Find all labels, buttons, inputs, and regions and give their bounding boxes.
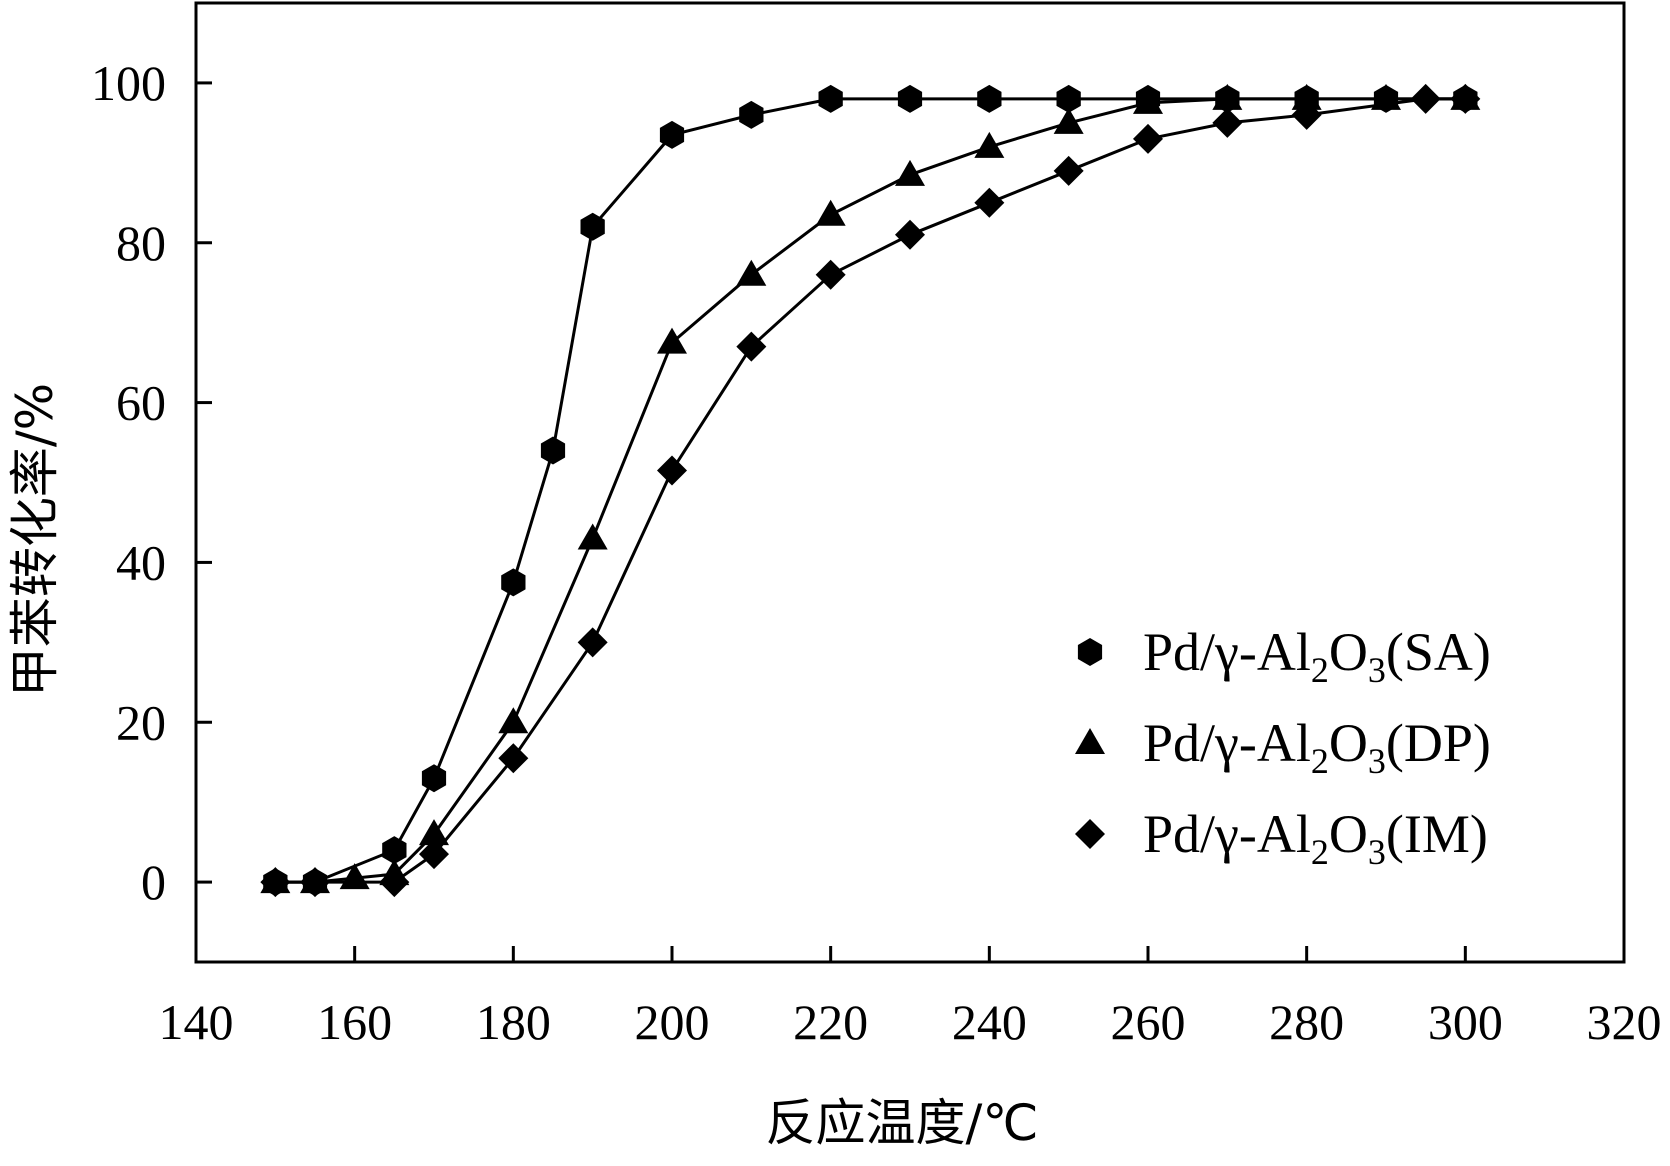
data-point bbox=[1133, 123, 1163, 154]
data-point bbox=[974, 131, 1005, 158]
data-point bbox=[736, 259, 767, 286]
x-tick-label: 200 bbox=[635, 994, 710, 1050]
y-tick-label: 40 bbox=[116, 534, 166, 590]
series-layer bbox=[260, 83, 1481, 898]
y-tick-label: 0 bbox=[141, 854, 166, 910]
data-point bbox=[1133, 87, 1163, 114]
data-point bbox=[1410, 83, 1441, 114]
legend-subscript: 3 bbox=[1368, 832, 1386, 872]
data-point bbox=[498, 743, 529, 774]
data-point bbox=[1212, 107, 1243, 138]
legend-marker bbox=[1075, 819, 1105, 849]
y-tick-label: 20 bbox=[116, 694, 166, 750]
data-point bbox=[977, 84, 1002, 113]
legend-item: Pd/γ-Al2O3(DP) bbox=[1075, 713, 1491, 781]
legend-item: Pd/γ-Al2O3(SA) bbox=[1077, 622, 1491, 690]
legend-subscript: 2 bbox=[1311, 741, 1329, 781]
x-tick-label: 320 bbox=[1587, 994, 1662, 1050]
data-point bbox=[498, 707, 529, 734]
plot-frame bbox=[194, 1, 1626, 964]
data-point bbox=[1053, 107, 1084, 134]
data-point bbox=[577, 627, 608, 658]
x-tick-label: 140 bbox=[159, 994, 234, 1050]
data-point bbox=[1056, 84, 1081, 113]
data-point bbox=[580, 212, 605, 241]
legend-text-part: (SA) bbox=[1386, 622, 1491, 682]
x-axis: 140 160 180 200 220 240 260 280 300 320 bbox=[159, 946, 1662, 1050]
data-point bbox=[1291, 99, 1322, 130]
data-point bbox=[974, 187, 1005, 218]
data-point bbox=[501, 568, 526, 597]
y-axis: 0 20 40 60 80 100 bbox=[91, 55, 212, 910]
data-point bbox=[421, 764, 447, 793]
data-point bbox=[1450, 83, 1481, 114]
data-point bbox=[739, 100, 764, 129]
legend-text-part: O bbox=[1329, 622, 1368, 682]
legend-item: Pd/γ-Al2O3(IM) bbox=[1075, 804, 1488, 872]
data-point bbox=[577, 523, 608, 550]
data-point bbox=[818, 84, 843, 113]
data-point bbox=[419, 819, 449, 846]
legend-text-part: O bbox=[1329, 804, 1368, 864]
data-point bbox=[895, 219, 925, 250]
legend-text-part: Pd/γ-Al bbox=[1143, 622, 1311, 682]
x-tick-label: 280 bbox=[1269, 994, 1344, 1050]
data-point bbox=[540, 436, 566, 465]
legend: Pd/γ-Al2O3(SA)Pd/γ-Al2O3(DP)Pd/γ-Al2O3(I… bbox=[1075, 622, 1491, 872]
data-point bbox=[897, 84, 923, 113]
legend-text-part: O bbox=[1329, 713, 1368, 773]
data-point bbox=[895, 159, 925, 186]
series-hexagon bbox=[263, 84, 1478, 897]
data-point bbox=[260, 867, 291, 898]
legend-subscript: 3 bbox=[1368, 741, 1386, 781]
legend-label: Pd/γ-Al2O3(IM) bbox=[1143, 804, 1488, 872]
x-tick-label: 180 bbox=[476, 994, 551, 1050]
x-tick-label: 260 bbox=[1111, 994, 1186, 1050]
data-point bbox=[657, 327, 687, 354]
x-tick-label: 160 bbox=[317, 994, 392, 1050]
legend-text-part: Pd/γ-Al bbox=[1143, 804, 1311, 864]
legend-label: Pd/γ-Al2O3(DP) bbox=[1143, 713, 1491, 781]
data-point bbox=[382, 836, 407, 865]
data-point bbox=[657, 455, 687, 486]
legend-subscript: 2 bbox=[1311, 650, 1329, 690]
legend-marker bbox=[1077, 638, 1103, 666]
data-point bbox=[300, 867, 330, 898]
data-point bbox=[659, 120, 685, 149]
legend-text-part: Pd/γ-Al bbox=[1143, 713, 1311, 773]
x-tick-label: 220 bbox=[793, 994, 868, 1050]
data-point bbox=[815, 199, 846, 226]
series-diamond bbox=[260, 83, 1481, 898]
data-point bbox=[1291, 83, 1322, 110]
x-tick-label: 240 bbox=[952, 994, 1027, 1050]
legend-marker bbox=[1075, 728, 1105, 754]
legend-subscript: 3 bbox=[1368, 650, 1386, 690]
legend-subscript: 2 bbox=[1311, 832, 1329, 872]
x-axis-title: 反应温度/℃ bbox=[766, 1094, 1039, 1152]
data-point bbox=[815, 259, 846, 290]
legend-text-part: (IM) bbox=[1386, 804, 1488, 864]
legend-text-part: (DP) bbox=[1386, 713, 1491, 773]
y-axis-title: 甲苯转化率/% bbox=[6, 383, 64, 697]
data-point bbox=[1053, 155, 1084, 186]
x-tick-label: 300 bbox=[1428, 994, 1503, 1050]
data-point bbox=[736, 331, 767, 362]
data-point bbox=[419, 839, 449, 870]
y-tick-label: 100 bbox=[91, 55, 166, 111]
legend-label: Pd/γ-Al2O3(SA) bbox=[1143, 622, 1491, 690]
y-tick-label: 80 bbox=[116, 215, 166, 271]
data-point bbox=[379, 867, 410, 898]
data-point bbox=[1212, 83, 1243, 110]
y-tick-label: 60 bbox=[116, 375, 166, 431]
